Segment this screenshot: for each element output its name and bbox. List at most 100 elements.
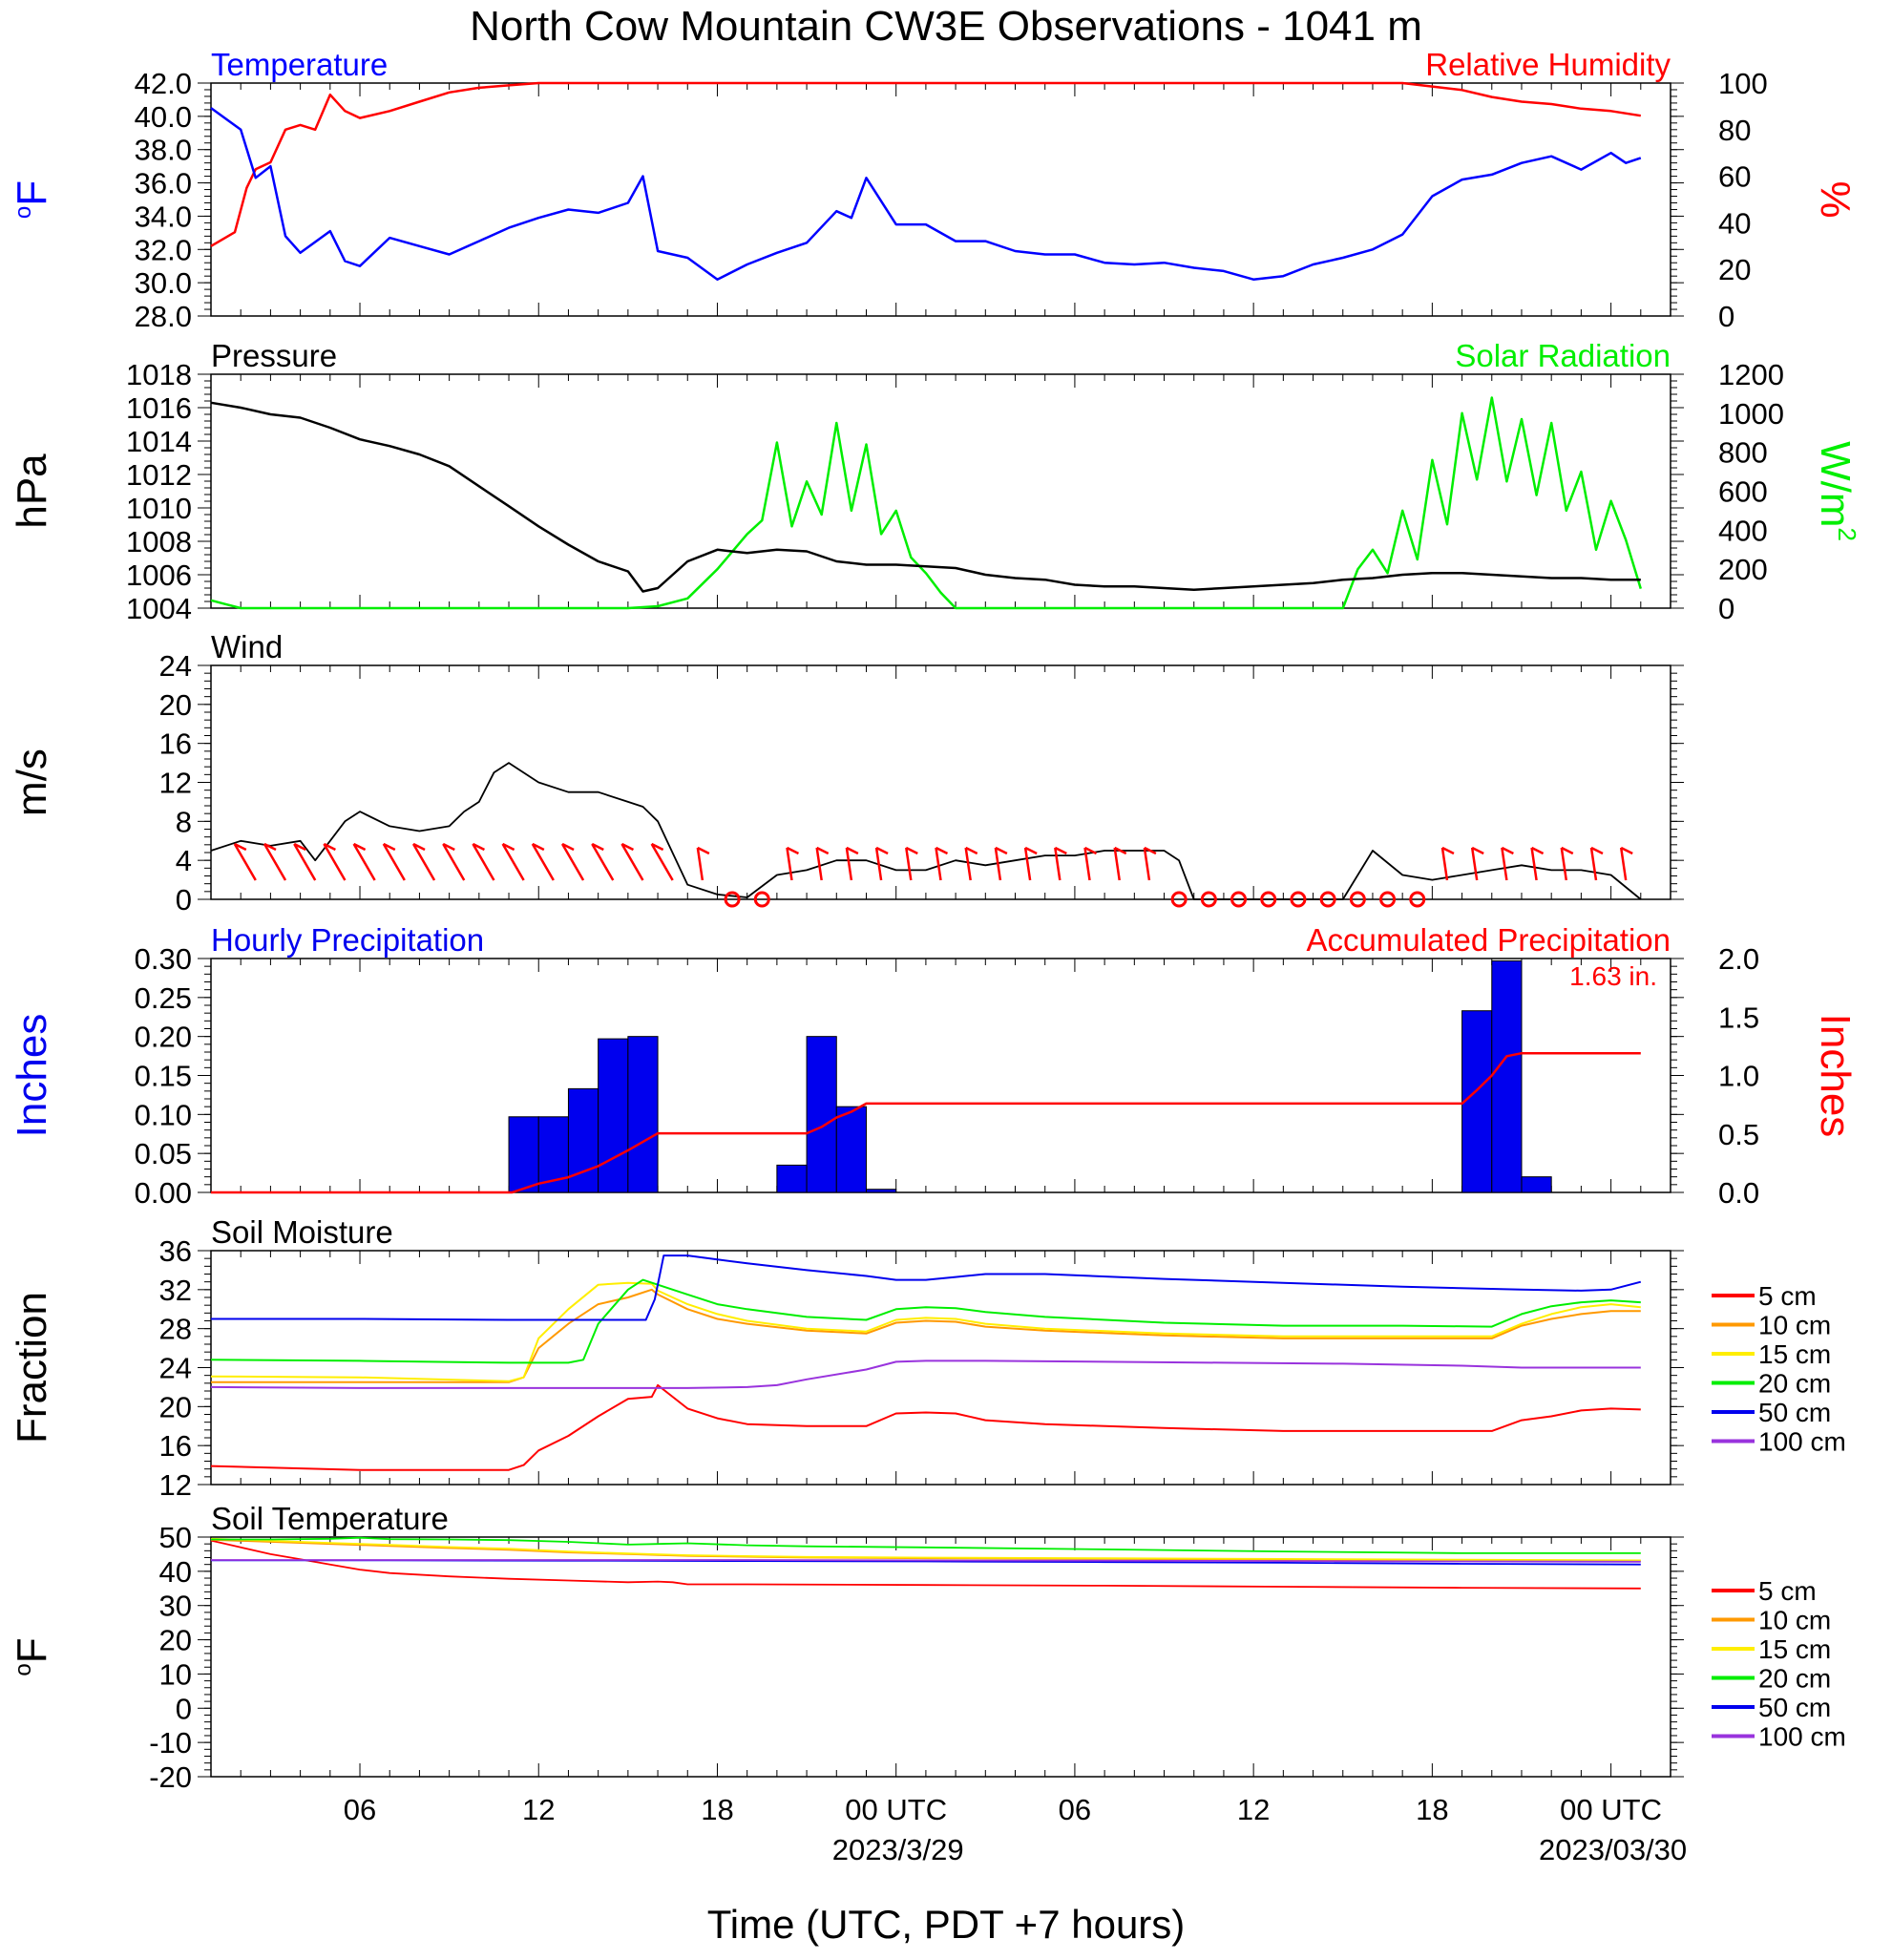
y-axis-label-left: hPa — [9, 453, 55, 529]
wind-barb — [815, 847, 823, 881]
wind-barb — [845, 847, 853, 881]
wind-barb-flag — [846, 846, 859, 855]
legend-label: 20 cm — [1758, 1369, 1831, 1399]
y-tick-label: 0.25 — [135, 981, 192, 1015]
panel-title-left: Hourly Precipitation — [211, 922, 484, 958]
wind-barb-flag — [1083, 846, 1098, 855]
calm-wind-marker — [753, 891, 770, 908]
panel-title-left: Temperature — [211, 47, 388, 82]
y-tick-label: 1018 — [126, 358, 192, 391]
wind-barb — [382, 843, 406, 881]
wind-barb-flag — [263, 842, 277, 852]
wind-barb-flag — [1114, 846, 1127, 855]
y-tick-label-right: 400 — [1718, 514, 1768, 547]
wind-barb — [442, 843, 466, 881]
wind-barb-flag — [442, 842, 455, 852]
panel-frame — [210, 1536, 1671, 1778]
calm-wind-marker — [724, 891, 741, 908]
wind-barb — [905, 847, 913, 881]
y-tick-label: 28 — [159, 1313, 192, 1346]
wind-barb — [411, 843, 436, 881]
wind-barb-flag — [532, 842, 545, 852]
panel-frame — [210, 1250, 1671, 1486]
hourly-precip-bar — [598, 1038, 629, 1193]
soil-moisture-line-5cm — [210, 1383, 1641, 1471]
wind-barb-flag — [697, 846, 710, 855]
temperature-line — [210, 107, 1642, 281]
wind-barb-flag — [502, 842, 515, 852]
x-tick-label: 18 — [1416, 1793, 1448, 1826]
plot-root: 42.040.038.036.034.032.030.028.010080604… — [9, 47, 1861, 1866]
y-tick-label-right: 1200 — [1718, 358, 1784, 391]
panel-precip: 0.30 0.25 0.20 0.15 0.10 0.05 0.00 2.0 1.5 1.0 0.5… — [9, 922, 1859, 1210]
soil-moisture-line-15cm — [210, 1281, 1641, 1382]
wind-speed-line — [210, 762, 1642, 900]
y-tick-label: -10 — [149, 1726, 192, 1760]
calm-wind-marker — [1349, 891, 1366, 908]
calm-wind-marker — [1230, 891, 1248, 908]
wind-barb — [874, 847, 883, 881]
y-tick-label: 16 — [159, 1429, 192, 1463]
y-tick-label-right: 2.0 — [1718, 942, 1759, 976]
y-tick-label: 4 — [176, 844, 192, 877]
legend-label: 10 cm — [1758, 1311, 1831, 1340]
y-tick-label: -20 — [149, 1760, 192, 1794]
wind-barb-flag — [383, 842, 396, 852]
wind-barb-flag — [1441, 846, 1455, 855]
y-tick-label: 1008 — [126, 525, 192, 558]
soil-moisture-line-10cm — [211, 1288, 1641, 1383]
wind-barb-flag — [412, 842, 426, 852]
legend-label: 20 cm — [1758, 1664, 1831, 1694]
wind-barb — [591, 843, 615, 881]
y-tick-label-right: 0.0 — [1718, 1176, 1759, 1210]
hourly-precip-bar — [567, 1087, 599, 1193]
y-tick-label-right: 1000 — [1718, 397, 1784, 431]
y-tick-label: 1004 — [126, 592, 192, 625]
y-tick-label: 40.0 — [135, 100, 192, 134]
x-tick-label: 06 — [1059, 1793, 1091, 1826]
legend-label: 10 cm — [1758, 1606, 1831, 1635]
panel-wind: 24 20 16 12 8 4 0 Wind m/s — [9, 629, 1684, 917]
wind-barb-flag — [786, 846, 800, 855]
y-tick-label: 24 — [159, 1352, 192, 1385]
x-tick-label: 00 UTC — [845, 1793, 947, 1826]
wind-barb — [1023, 847, 1032, 881]
wind-barb — [650, 843, 674, 881]
y-axis-label-left: oF — [9, 1637, 55, 1675]
wind-barb — [531, 843, 555, 881]
soil-temp-line-15cm — [210, 1537, 1641, 1562]
y-tick-label: 50 — [159, 1521, 192, 1554]
panel-title-right: Solar Radiation — [1455, 338, 1671, 373]
legend-label: 15 cm — [1758, 1339, 1831, 1369]
wind-barb-flag — [561, 842, 575, 852]
wind-barb-flag — [1590, 846, 1604, 855]
wind-barb — [501, 843, 525, 881]
y-tick-label: 16 — [159, 727, 192, 761]
wind-barb — [1501, 847, 1508, 881]
wind-barb-flag — [1471, 846, 1484, 855]
x-tick-label: 06 — [344, 1793, 376, 1826]
chart-title: North Cow Mountain CW3E Observations - 1… — [470, 3, 1422, 50]
y-tick-label: 1012 — [126, 458, 192, 492]
legend-label: 50 cm — [1758, 1693, 1831, 1722]
y-axis-label-left: oF — [9, 180, 55, 219]
y-tick-label: 8 — [176, 805, 192, 838]
y-tick-label-right: 1.5 — [1718, 1001, 1759, 1034]
y-tick-label: 32 — [159, 1274, 192, 1307]
y-tick-label: 20 — [159, 1624, 192, 1657]
y-tick-label: 0.10 — [135, 1098, 192, 1131]
y-tick-label-right: 0 — [1718, 300, 1734, 333]
hourly-precip-bar — [806, 1036, 837, 1193]
calm-wind-marker — [1170, 891, 1188, 908]
wind-barb — [560, 843, 585, 881]
panel-title-left: Wind — [211, 629, 283, 664]
y-tick-label: 1006 — [126, 558, 192, 592]
y-tick-label: 0.05 — [135, 1137, 192, 1170]
y-tick-label-right: 40 — [1718, 206, 1751, 240]
hourly-precip-bar — [776, 1164, 808, 1193]
x-date-label: 2023/03/30 — [1539, 1833, 1687, 1866]
hourly-precip-bar — [1461, 1010, 1493, 1193]
y-axis-label-right: Inches — [1812, 1014, 1859, 1138]
y-tick-label: 20 — [159, 688, 192, 722]
